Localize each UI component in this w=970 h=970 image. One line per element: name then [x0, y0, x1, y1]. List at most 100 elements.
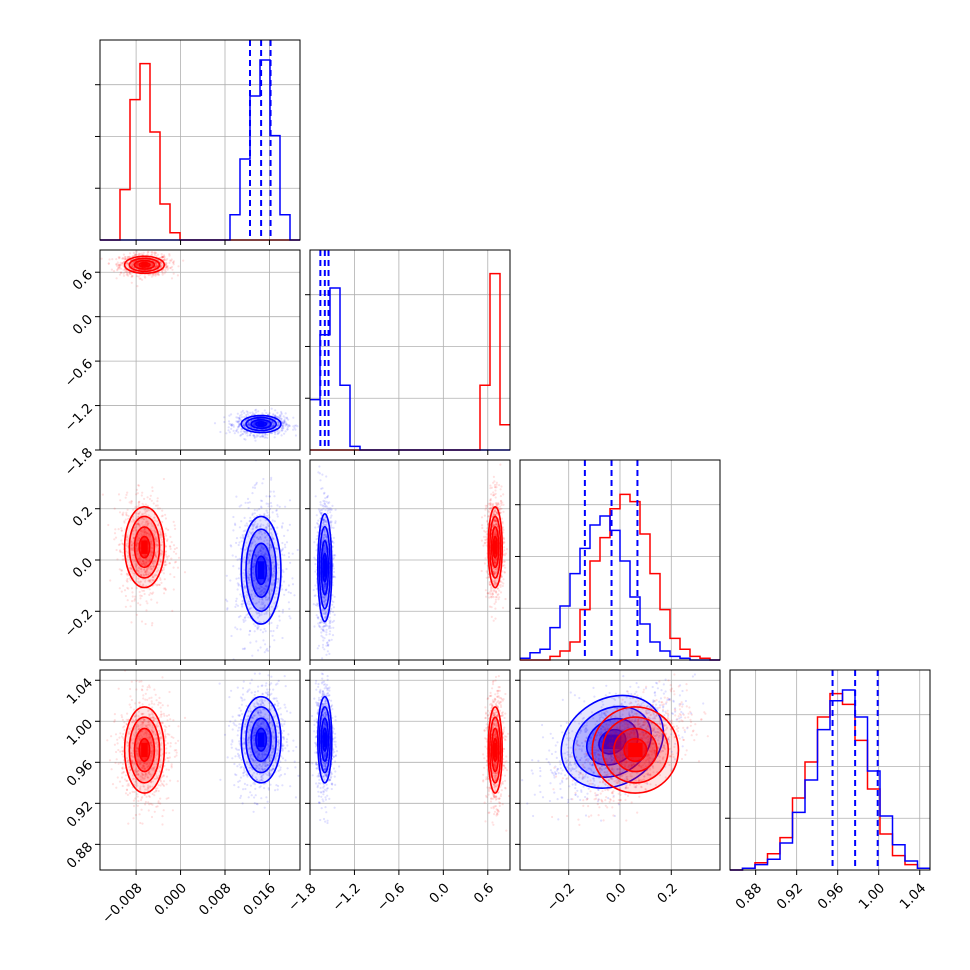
scatter-point	[130, 263, 133, 266]
scatter-point	[256, 628, 259, 631]
scatter-point	[148, 509, 151, 512]
scatter-point	[253, 423, 256, 426]
scatter-point	[140, 570, 143, 573]
scatter-point	[148, 580, 151, 583]
scatter-point	[245, 410, 248, 413]
scatter-point	[264, 531, 267, 535]
scatter-point	[125, 270, 128, 273]
scatter-point	[164, 270, 167, 273]
scatter-point	[154, 538, 158, 541]
scatter-point	[314, 495, 317, 498]
scatter-point	[282, 415, 285, 418]
scatter-point	[322, 639, 325, 642]
scatter-point	[284, 505, 287, 508]
scatter-point	[270, 583, 273, 586]
scatter-point	[270, 588, 273, 591]
scatter-point	[252, 422, 256, 426]
scatter-point	[114, 263, 118, 266]
scatter-point	[146, 520, 149, 523]
scatter-point	[163, 255, 166, 258]
scatter-point	[166, 257, 169, 261]
scatter-point	[115, 264, 119, 267]
scatter-point	[152, 273, 155, 276]
scatter-point	[134, 562, 137, 566]
scatter-point	[481, 524, 484, 527]
panel-1-1	[305, 249, 511, 455]
scatter-point	[118, 264, 122, 267]
scatter-point	[243, 415, 246, 419]
scatter-point	[124, 257, 127, 261]
scatter-point	[270, 621, 273, 625]
scatter-point	[155, 262, 158, 265]
scatter-point	[278, 505, 281, 508]
scatter-point	[286, 428, 289, 431]
scatter-point	[156, 601, 159, 604]
scatter-point	[107, 262, 110, 265]
scatter-point	[149, 273, 152, 276]
scatter-point	[125, 513, 128, 516]
scatter-point	[126, 262, 130, 265]
scatter-point	[252, 524, 255, 527]
scatter-point	[148, 560, 151, 563]
scatter-point	[267, 423, 270, 426]
scatter-point	[145, 564, 148, 567]
scatter-point	[115, 277, 118, 280]
scatter-point	[252, 622, 255, 626]
scatter-point	[133, 254, 136, 257]
scatter-point	[281, 522, 284, 525]
scatter-point	[142, 560, 145, 563]
scatter-point	[144, 570, 147, 574]
scatter-point	[325, 631, 328, 634]
scatter-point	[162, 587, 165, 590]
scatter-point	[155, 574, 158, 577]
scatter-point	[153, 561, 156, 564]
scatter-point	[270, 589, 274, 593]
scatter-point	[157, 273, 160, 276]
scatter-point	[125, 493, 128, 496]
scatter-point	[132, 519, 136, 522]
scatter-point	[284, 546, 287, 549]
scatter-point	[280, 553, 283, 556]
scatter-point	[154, 266, 158, 269]
scatter-point	[253, 540, 256, 543]
scatter-point	[271, 421, 274, 424]
scatter-point	[330, 514, 333, 517]
scatter-point	[253, 562, 256, 566]
scatter-point	[283, 534, 286, 538]
scatter-point	[263, 512, 266, 516]
scatter-point	[160, 543, 163, 547]
scatter-point	[248, 530, 251, 534]
scatter-point	[285, 588, 288, 591]
scatter-point	[131, 600, 134, 603]
scatter-point	[276, 513, 279, 516]
scatter-point	[264, 643, 267, 646]
scatter-point	[260, 544, 263, 547]
scatter-point	[322, 499, 325, 502]
scatter-point	[138, 536, 141, 540]
scatter-point	[257, 410, 260, 413]
scatter-point	[151, 546, 154, 550]
scatter-point	[257, 627, 260, 630]
scatter-point	[329, 516, 332, 519]
scatter-point	[148, 588, 151, 591]
scatter-point	[271, 537, 274, 540]
scatter-point	[235, 597, 238, 600]
scatter-point	[232, 529, 235, 532]
scatter-point	[282, 421, 285, 424]
density-peak	[257, 422, 265, 426]
scatter-point	[286, 428, 289, 431]
scatter-point	[263, 627, 266, 631]
scatter-point	[161, 509, 164, 512]
scatter-point	[158, 534, 162, 537]
scatter-point	[248, 425, 251, 428]
scatter-point	[164, 561, 167, 564]
scatter-point	[253, 630, 256, 633]
scatter-point	[160, 532, 163, 535]
scatter-point	[264, 630, 267, 633]
scatter-point	[246, 497, 250, 500]
scatter-point	[264, 584, 267, 587]
scatter-point	[332, 556, 336, 560]
scatter-point	[238, 416, 241, 419]
scatter-point	[124, 518, 127, 521]
scatter-point	[252, 423, 255, 427]
